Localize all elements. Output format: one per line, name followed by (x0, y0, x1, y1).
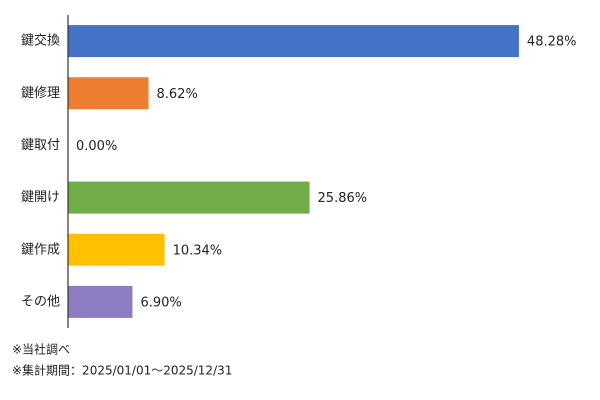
y-tick-label: その他 (21, 294, 60, 309)
bar (68, 25, 519, 58)
value-label: 10.34% (173, 243, 223, 258)
value-label: 6.90% (140, 295, 181, 310)
bar (68, 233, 165, 266)
value-label: 25.86% (318, 191, 368, 206)
value-label: 8.62% (157, 87, 198, 102)
note: ※当社調べ (12, 342, 70, 357)
bar (68, 285, 133, 318)
y-tick-label: 鍵修理 (21, 85, 60, 101)
bar (68, 181, 310, 214)
value-label: 48.28% (527, 35, 577, 50)
bar (68, 77, 149, 110)
note: ※集計期間：2025/01/01～2025/12/31 (12, 363, 232, 378)
y-tick-label: 鍵取付 (21, 137, 60, 153)
y-tick-label: 鍵交換 (21, 33, 60, 49)
value-label: 0.00% (76, 139, 117, 154)
y-tick-label: 鍵開け (21, 189, 60, 205)
y-tick-label: 鍵作成 (21, 241, 60, 257)
